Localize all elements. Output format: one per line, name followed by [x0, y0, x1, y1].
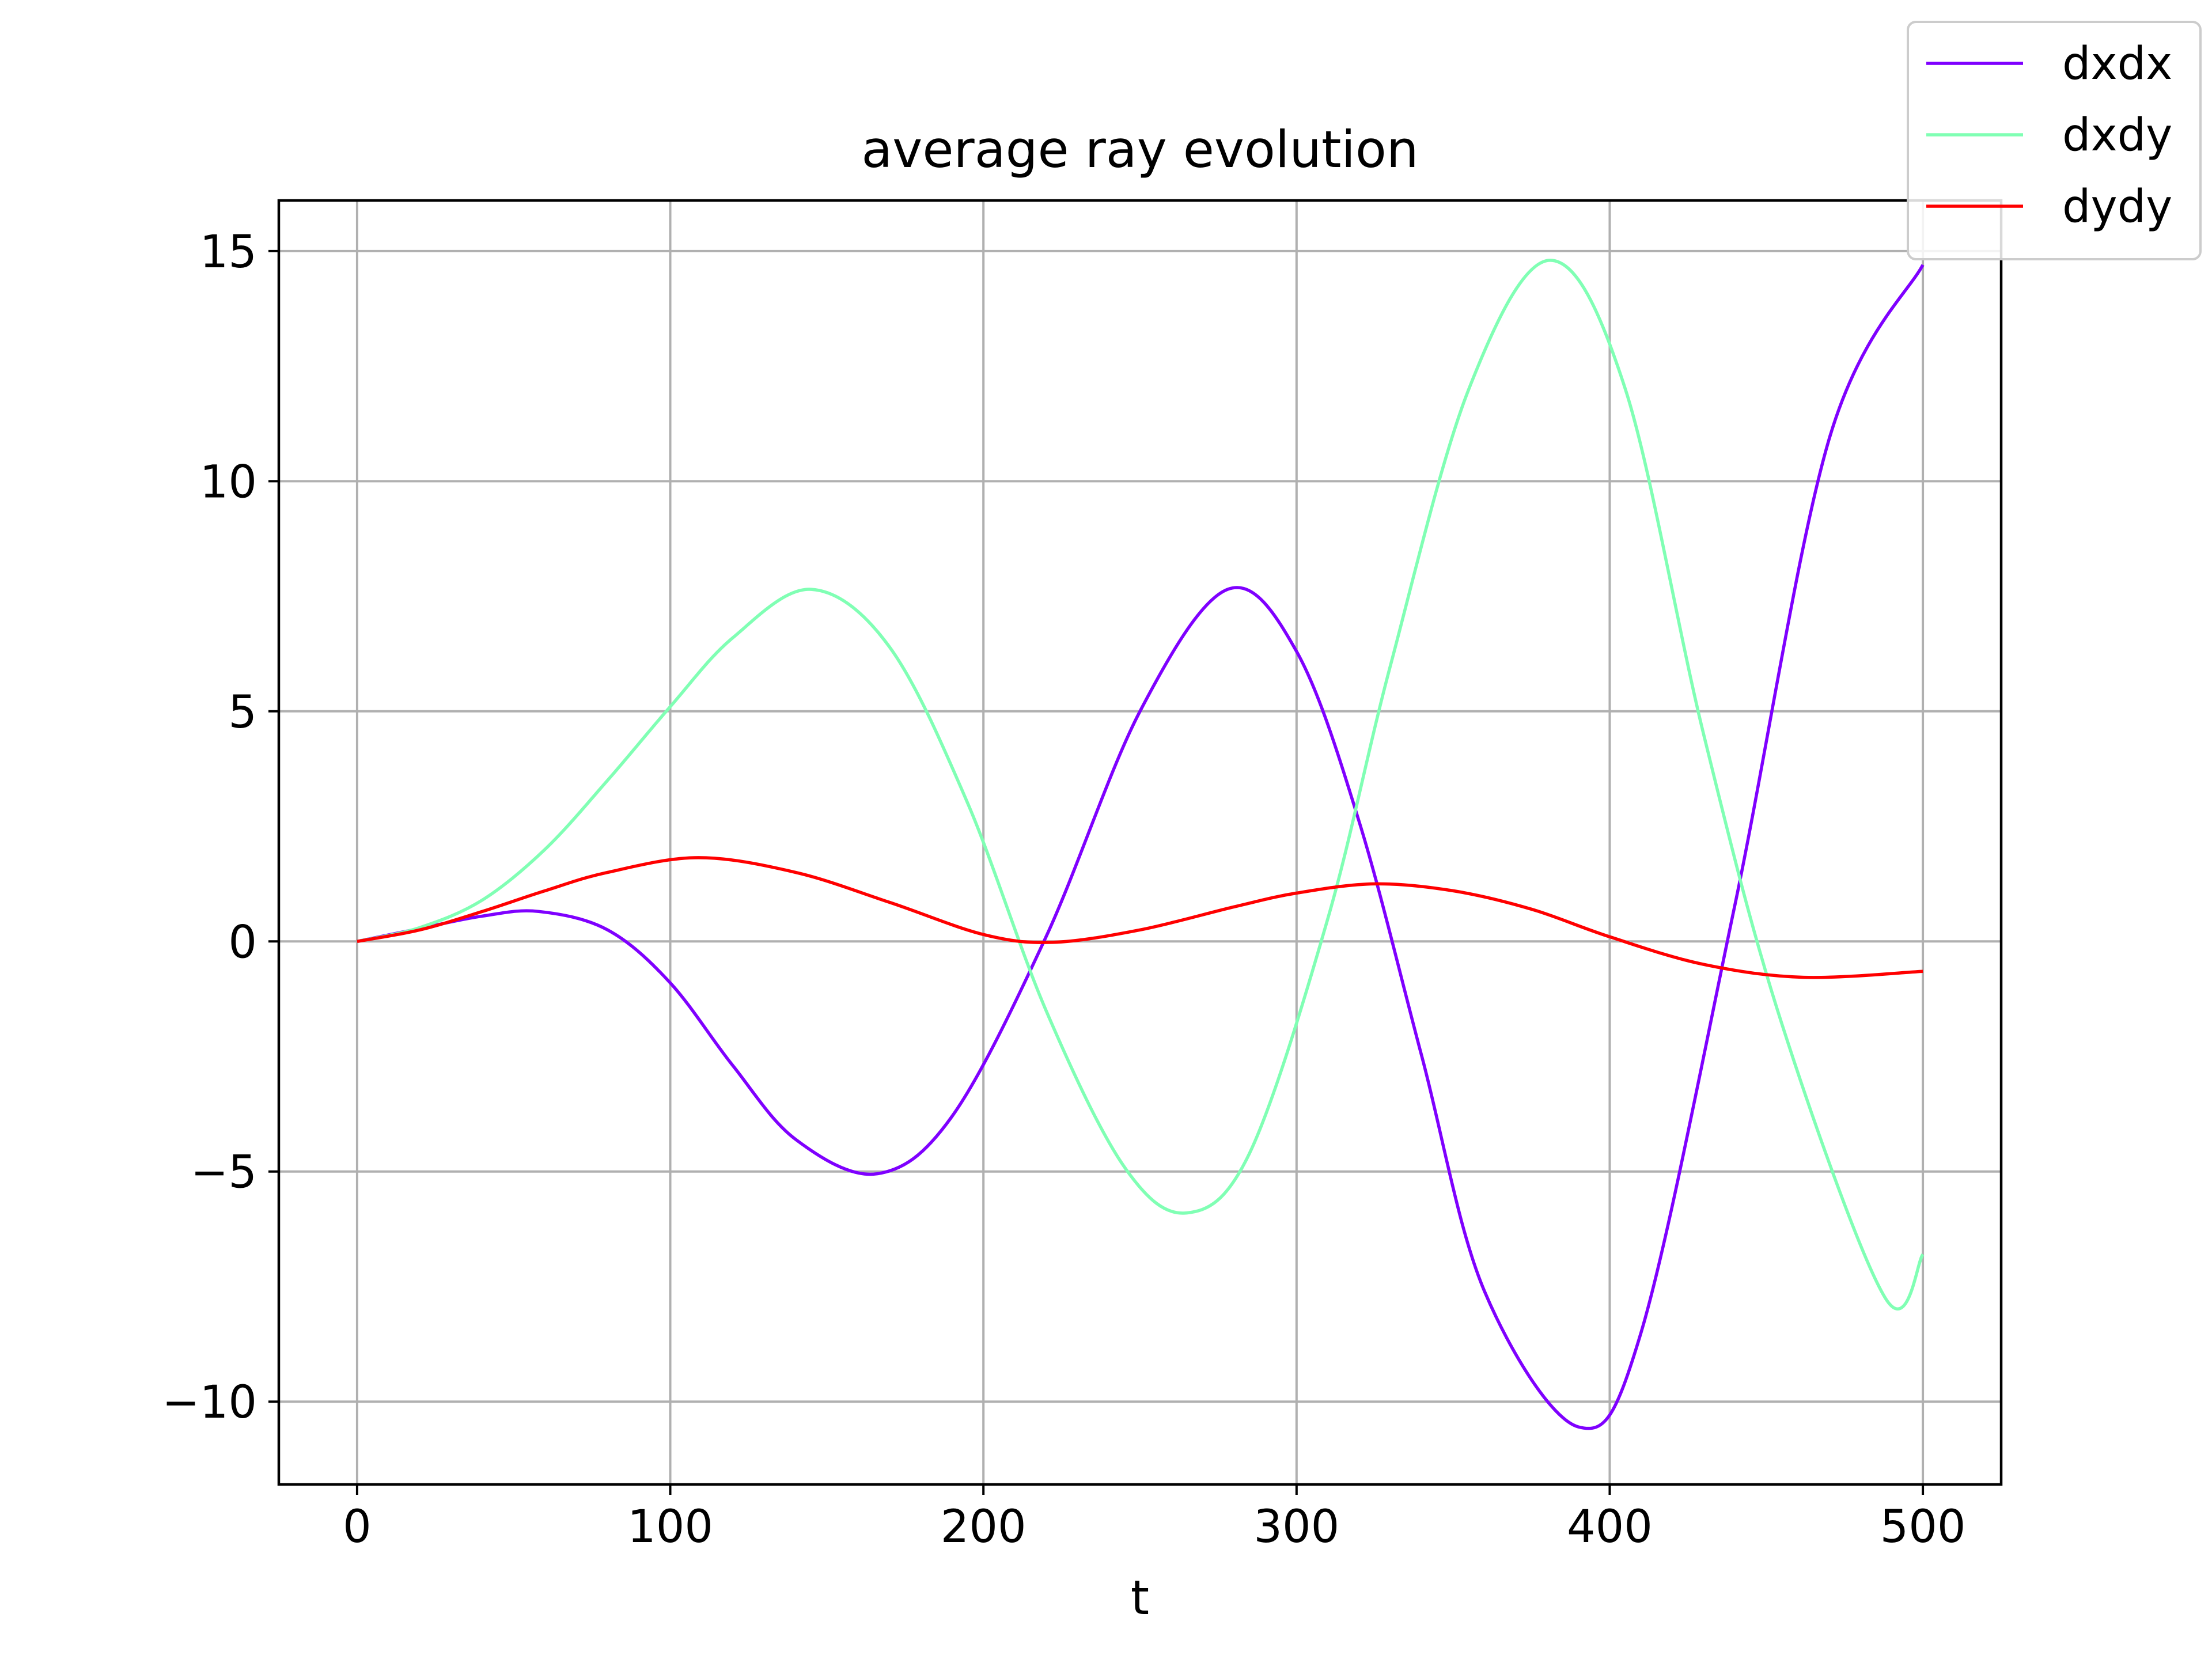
grid-lines: [279, 200, 2001, 1484]
y-tick-label: 10: [200, 456, 257, 508]
y-tick-label: −10: [162, 1377, 257, 1429]
series-lines: [357, 259, 1925, 1430]
legend-label-dxdy: dxdy: [2062, 109, 2172, 161]
plot-area-frame: [277, 199, 2003, 1486]
x-tick-label: 300: [1253, 1501, 1339, 1553]
series-line-dxdy: [357, 259, 1925, 1310]
series-line-dydy: [357, 856, 1923, 979]
legend-label-dydy: dydy: [2062, 181, 2172, 233]
x-tick-label: 500: [1880, 1501, 1966, 1553]
x-tick-label: 400: [1567, 1501, 1653, 1553]
y-tick-label: 15: [200, 226, 257, 278]
series-line-dxdx: [357, 264, 1925, 1430]
legend: dxdx dxdy dydy: [1907, 21, 2202, 260]
legend-label-dxdx: dxdx: [2062, 38, 2172, 90]
chart-title: average ray evolution: [861, 120, 1418, 179]
x-tick-label: 100: [627, 1501, 713, 1553]
y-tick-label: −5: [191, 1147, 257, 1199]
x-axis-label: t: [1131, 1571, 1149, 1626]
x-tick-label: 200: [941, 1501, 1027, 1553]
x-tick-label: 0: [343, 1501, 372, 1553]
y-tick-label: 0: [228, 916, 257, 968]
axis-ticks: 0 100 200 300 400 500 −10 −5 0 5 10 15: [162, 226, 1965, 1553]
y-tick-label: 5: [228, 687, 257, 738]
legend-box: [1907, 21, 2202, 260]
